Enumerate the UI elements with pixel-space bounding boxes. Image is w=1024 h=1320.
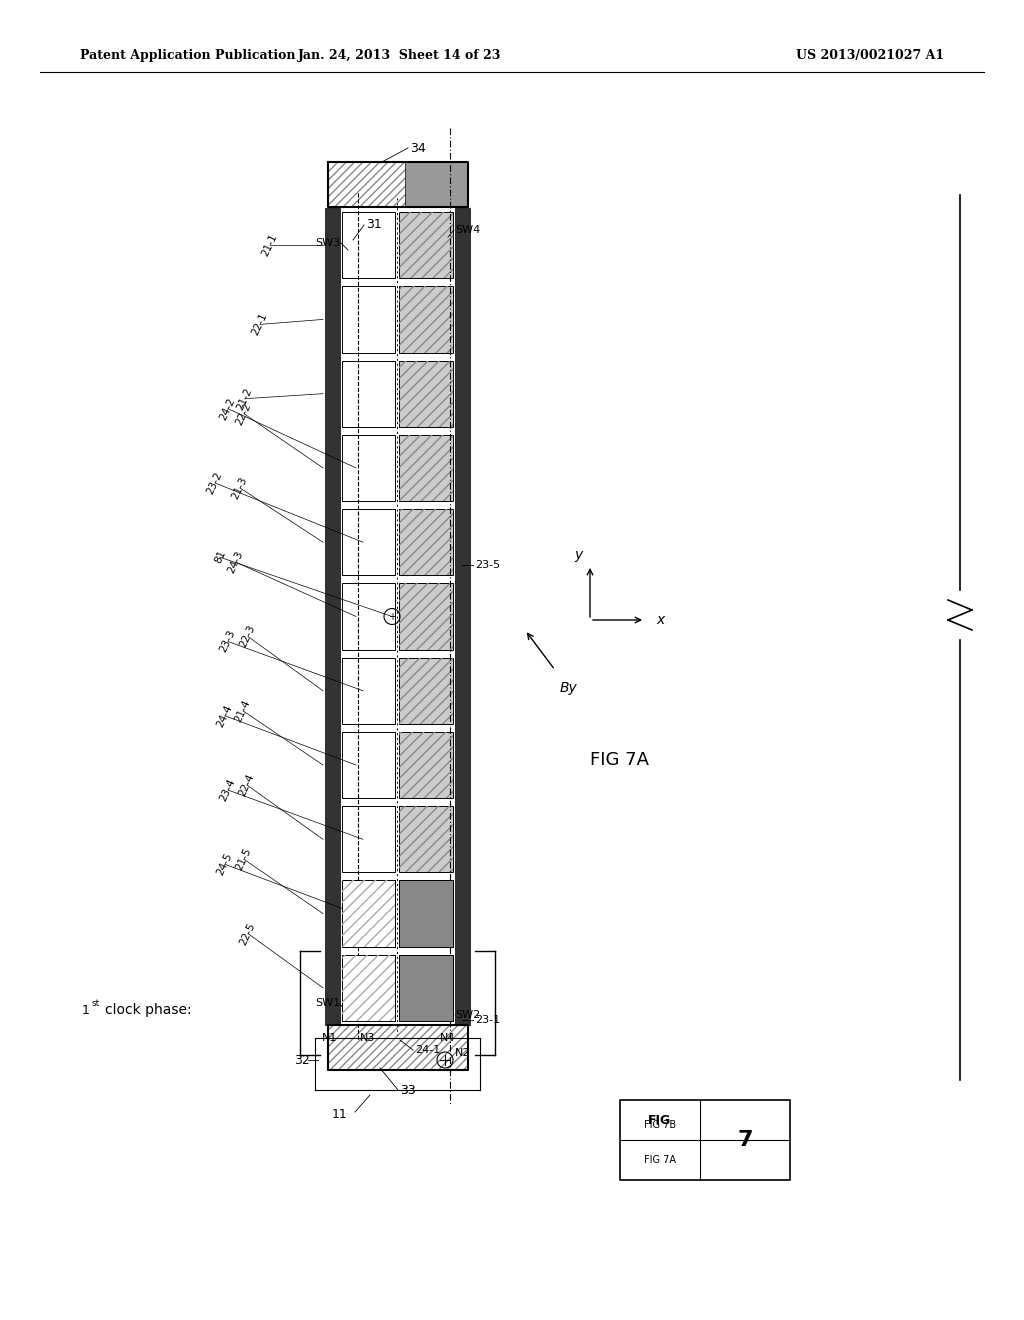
Text: 24-1: 24-1 xyxy=(415,1045,440,1055)
Bar xyxy=(399,434,453,502)
Text: 11: 11 xyxy=(332,1109,348,1122)
Text: FIG 7A: FIG 7A xyxy=(644,1155,676,1166)
Text: FIG: FIG xyxy=(648,1114,672,1126)
Bar xyxy=(342,954,395,1020)
Text: x: x xyxy=(656,612,665,627)
Bar xyxy=(328,1026,468,1071)
Text: 23-3: 23-3 xyxy=(218,628,238,655)
Bar xyxy=(342,657,395,723)
Bar xyxy=(399,434,453,502)
Text: Jan. 24, 2013  Sheet 14 of 23: Jan. 24, 2013 Sheet 14 of 23 xyxy=(298,49,502,62)
Bar xyxy=(399,286,453,352)
Text: st: st xyxy=(92,998,100,1007)
Text: N2: N2 xyxy=(455,1048,470,1059)
Text: 23-2: 23-2 xyxy=(206,470,224,496)
Bar xyxy=(399,880,453,946)
Text: 23-5: 23-5 xyxy=(475,560,500,570)
Text: 21-5: 21-5 xyxy=(234,846,254,873)
Bar xyxy=(399,880,453,946)
Text: FIG 7B: FIG 7B xyxy=(644,1119,676,1130)
Bar xyxy=(399,213,453,279)
Bar xyxy=(399,510,453,576)
Text: 32: 32 xyxy=(294,1053,310,1067)
Bar xyxy=(342,731,395,799)
Bar xyxy=(325,209,340,1026)
Text: 21-1: 21-1 xyxy=(260,232,280,257)
Text: 23-1: 23-1 xyxy=(475,1015,500,1026)
Bar xyxy=(399,731,453,799)
Bar xyxy=(342,213,395,279)
Text: 22-2: 22-2 xyxy=(234,401,254,426)
Text: FIG 7A: FIG 7A xyxy=(591,751,649,770)
Text: SW2: SW2 xyxy=(455,1010,480,1020)
Text: N4: N4 xyxy=(440,1034,456,1043)
Text: N1: N1 xyxy=(323,1034,338,1043)
Text: 23-4: 23-4 xyxy=(218,777,238,803)
Text: y: y xyxy=(573,548,582,562)
Bar xyxy=(399,583,453,649)
Bar xyxy=(399,583,453,649)
Bar xyxy=(342,807,395,873)
Text: Patent Application Publication: Patent Application Publication xyxy=(80,49,296,62)
Bar xyxy=(399,360,453,426)
Text: 21-3: 21-3 xyxy=(230,475,250,500)
Text: 7: 7 xyxy=(737,1130,753,1150)
Text: 22-3: 22-3 xyxy=(239,623,257,649)
Bar xyxy=(399,954,453,1020)
Bar xyxy=(399,954,453,1020)
Bar xyxy=(399,360,453,426)
Text: 24-2: 24-2 xyxy=(218,396,238,421)
Bar xyxy=(342,880,395,946)
Bar xyxy=(399,657,453,723)
Bar xyxy=(455,209,470,1026)
Bar xyxy=(399,807,453,873)
Bar xyxy=(406,162,468,207)
Text: 24-3: 24-3 xyxy=(226,549,246,576)
Bar xyxy=(342,434,395,502)
Bar xyxy=(342,954,395,1020)
Text: SW3: SW3 xyxy=(314,238,340,248)
Text: 21-4: 21-4 xyxy=(233,698,253,723)
Text: N3: N3 xyxy=(360,1034,376,1043)
Text: 22-5: 22-5 xyxy=(239,921,257,946)
Text: clock phase:: clock phase: xyxy=(105,1003,191,1016)
Bar xyxy=(342,360,395,426)
Text: 33: 33 xyxy=(400,1084,416,1097)
Text: US 2013/0021027 A1: US 2013/0021027 A1 xyxy=(796,49,944,62)
Bar xyxy=(399,213,453,279)
Bar xyxy=(342,286,395,352)
Bar xyxy=(399,954,453,1020)
Text: SW1: SW1 xyxy=(314,998,340,1008)
Text: SW4: SW4 xyxy=(455,224,480,235)
Bar xyxy=(399,807,453,873)
Text: 34: 34 xyxy=(410,141,426,154)
Bar xyxy=(328,162,468,207)
Bar xyxy=(399,731,453,799)
Bar xyxy=(342,880,395,946)
Bar xyxy=(342,583,395,649)
Bar xyxy=(399,880,453,946)
Bar xyxy=(342,954,395,1020)
Text: 22-4: 22-4 xyxy=(238,772,257,797)
Text: 24-5: 24-5 xyxy=(215,851,234,876)
Bar xyxy=(399,286,453,352)
Bar xyxy=(342,510,395,576)
Text: 81: 81 xyxy=(213,549,227,565)
Bar xyxy=(342,880,395,946)
Bar xyxy=(620,1100,790,1180)
Bar xyxy=(399,510,453,576)
Text: 21-2: 21-2 xyxy=(236,385,255,412)
Text: 24-4: 24-4 xyxy=(215,704,234,729)
Text: +: + xyxy=(388,611,396,622)
Bar xyxy=(399,657,453,723)
Text: 31: 31 xyxy=(366,219,382,231)
Text: 1: 1 xyxy=(82,1003,90,1016)
Text: 22-1: 22-1 xyxy=(251,312,269,337)
Text: By: By xyxy=(560,681,578,696)
